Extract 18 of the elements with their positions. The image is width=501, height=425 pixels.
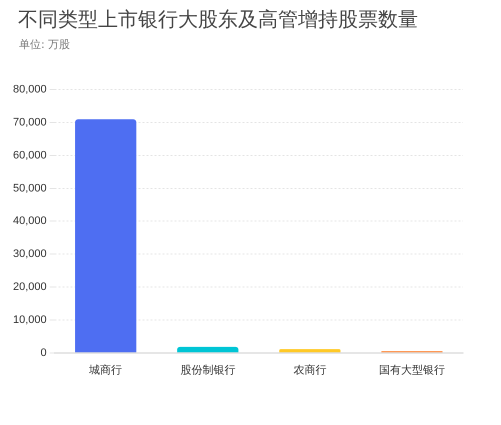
y-tick-label: 70,000 [12, 116, 47, 129]
y-tick-label: 10,000 [12, 314, 47, 326]
y-tick-label: 0 [40, 346, 47, 359]
x-tick-label: 国有大型银行 [378, 363, 445, 376]
y-tick-label: 80,000 [12, 84, 47, 96]
x-tick-label: 股份制银行 [180, 363, 236, 376]
chart-subtitle: 单位: 万股 [19, 37, 70, 52]
bar [75, 119, 136, 352]
y-tick-label: 50,000 [12, 182, 47, 194]
y-tick-label: 40,000 [12, 215, 47, 228]
y-tick-label: 30,000 [12, 248, 47, 260]
bar [279, 349, 340, 352]
y-tick-label: 60,000 [12, 149, 47, 162]
x-tick-label: 城商行 [88, 363, 122, 376]
chart-title: 不同类型上市银行大股东及高管增持股票数量 [18, 6, 418, 33]
y-tick-label: 20,000 [12, 281, 47, 294]
bar [177, 346, 238, 352]
x-tick-label: 农商行 [293, 363, 326, 376]
